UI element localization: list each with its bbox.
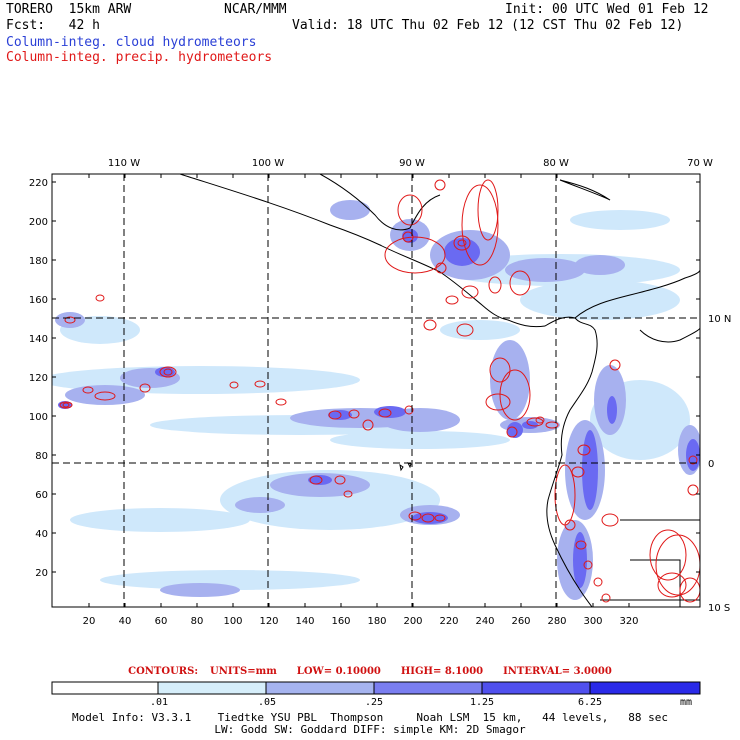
init-time: Init: 00 UTC Wed 01 Feb 12 <box>505 2 709 17</box>
contour-high: HIGH= 8.1000 <box>400 666 484 677</box>
model-info-line2: LW: Godd SW: Goddard DIFF: simple KM: 2D… <box>214 723 526 736</box>
model-info-line1: Model Info: V3.3.1 Tiedtke YSU PBL Thomp… <box>71 711 669 724</box>
x-tick-label: 60 <box>155 616 168 627</box>
y-tick-label: 20 <box>35 568 48 579</box>
colorbar <box>51 681 701 695</box>
colorbar-swatch <box>589 681 701 695</box>
lat-label: 0 <box>708 459 714 470</box>
contour-low: LOW= 0.10000 <box>296 666 381 677</box>
x-axis-ticks <box>88 174 630 607</box>
x-tick-label: 20 <box>83 616 96 627</box>
colorbar-level-label: .05 <box>258 697 277 708</box>
lon-label: 80 W <box>543 158 569 169</box>
lat-label: 10 S <box>708 603 730 614</box>
y-tick-label: 160 <box>29 295 48 306</box>
colorbar-swatch <box>51 681 159 695</box>
contour-interval: INTERVAL= 3.0000 <box>503 666 612 677</box>
colorbar-swatch <box>157 681 267 695</box>
x-tick-label: 140 <box>295 616 314 627</box>
x-tick-label: 200 <box>403 616 422 627</box>
x-tick-label: 320 <box>619 616 638 627</box>
x-tick-label: 240 <box>475 616 494 627</box>
x-tick-label: 280 <box>547 616 566 627</box>
field-title-cloud: Column-integ. cloud hydrometeors <box>6 35 257 50</box>
contour-units: UNITS=mm <box>210 666 277 677</box>
precip-contour-layer <box>59 179 700 603</box>
y-tick-label: 120 <box>29 373 48 384</box>
lat-lon-grid <box>52 174 700 607</box>
lat-label: 10 N <box>708 314 731 325</box>
contour-label: CONTOURS: <box>128 666 199 677</box>
colorbar-swatch <box>373 681 483 695</box>
lon-label: 100 W <box>252 158 284 169</box>
colorbar-level-label: 1.25 <box>470 697 495 708</box>
colorbar-level-label: .25 <box>365 697 384 708</box>
y-tick-label: 60 <box>35 490 48 501</box>
lon-label: 90 W <box>399 158 425 169</box>
field-title-precip: Column-integ. precip. hydrometeors <box>6 50 273 65</box>
y-tick-label: 40 <box>35 529 48 540</box>
x-tick-label: 300 <box>583 616 602 627</box>
colorbar-swatch <box>481 681 591 695</box>
x-tick-label: 160 <box>331 616 350 627</box>
y-axis-ticks <box>52 181 700 573</box>
x-tick-label: 100 <box>223 616 242 627</box>
x-tick-label: 180 <box>367 616 386 627</box>
y-tick-label: 140 <box>29 334 48 345</box>
contour-info: CONTOURS: UNITS=mm LOW= 0.10000 HIGH= 8.100… <box>0 666 740 677</box>
forecast-hour: Fcst: 42 h <box>6 18 100 33</box>
plot-frame <box>51 173 701 608</box>
lon-label: 110 W <box>108 158 140 169</box>
x-tick-label: 220 <box>439 616 458 627</box>
y-tick-label: 180 <box>29 256 48 267</box>
x-tick-label: 40 <box>119 616 132 627</box>
y-tick-label: 220 <box>29 178 48 189</box>
cloud-fill-layer <box>52 200 700 600</box>
colorbar-level-label: 6.25 <box>578 697 603 708</box>
model-title: TORERO 15km ARW <box>6 2 132 17</box>
x-tick-label: 80 <box>191 616 204 627</box>
colorbar-level-label: .01 <box>150 697 169 708</box>
colorbar-swatch <box>265 681 375 695</box>
y-tick-label: 80 <box>35 451 48 462</box>
y-tick-label: 100 <box>29 412 48 423</box>
x-tick-label: 120 <box>259 616 278 627</box>
valid-time: Valid: 18 UTC Thu 02 Feb 12 (12 CST Thu … <box>292 18 684 33</box>
y-tick-label: 200 <box>29 217 48 228</box>
producer-label: NCAR/MMM <box>224 2 287 17</box>
lon-label: 70 W <box>687 158 713 169</box>
x-tick-label: 260 <box>511 616 530 627</box>
colorbar-unit: mm <box>680 697 693 708</box>
